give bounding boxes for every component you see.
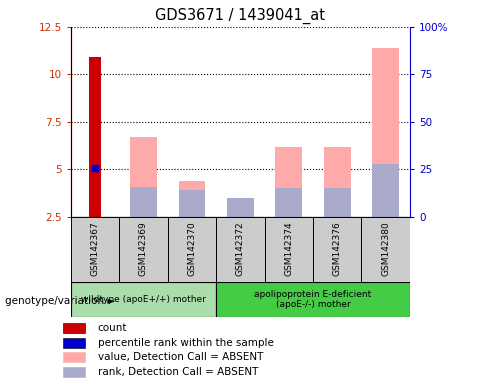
Text: GSM142369: GSM142369 bbox=[139, 222, 148, 276]
Bar bbox=[63, 338, 85, 348]
Text: rank, Detection Call = ABSENT: rank, Detection Call = ABSENT bbox=[98, 367, 258, 377]
Text: GSM142380: GSM142380 bbox=[381, 222, 390, 276]
Text: GSM142370: GSM142370 bbox=[187, 222, 196, 276]
Bar bbox=[227, 205, 254, 217]
Bar bbox=[227, 198, 254, 217]
Bar bbox=[275, 189, 302, 217]
Bar bbox=[372, 48, 399, 217]
Bar bbox=[71, 217, 119, 282]
Bar bbox=[275, 147, 302, 217]
Bar bbox=[130, 137, 157, 217]
Bar bbox=[119, 217, 168, 282]
Bar bbox=[63, 367, 85, 377]
Text: wildtype (apoE+/+) mother: wildtype (apoE+/+) mother bbox=[81, 295, 206, 304]
Bar bbox=[179, 190, 205, 217]
Bar bbox=[372, 164, 399, 217]
Title: GDS3671 / 1439041_at: GDS3671 / 1439041_at bbox=[155, 8, 325, 24]
Bar bbox=[313, 217, 362, 282]
Bar bbox=[168, 217, 216, 282]
Bar bbox=[130, 187, 157, 217]
Bar bbox=[362, 217, 410, 282]
Text: value, Detection Call = ABSENT: value, Detection Call = ABSENT bbox=[98, 353, 263, 362]
Bar bbox=[216, 282, 410, 317]
Bar bbox=[264, 217, 313, 282]
Bar bbox=[324, 189, 350, 217]
Text: GSM142376: GSM142376 bbox=[333, 222, 342, 276]
Bar bbox=[216, 217, 264, 282]
Text: GSM142374: GSM142374 bbox=[285, 222, 293, 276]
Bar bbox=[179, 181, 205, 217]
Bar bbox=[71, 282, 216, 317]
Text: count: count bbox=[98, 323, 127, 333]
Bar bbox=[63, 353, 85, 362]
Text: GSM142367: GSM142367 bbox=[90, 222, 100, 276]
Text: percentile rank within the sample: percentile rank within the sample bbox=[98, 338, 273, 348]
Bar bbox=[89, 57, 101, 217]
Text: genotype/variation ►: genotype/variation ► bbox=[5, 296, 115, 306]
Bar bbox=[63, 323, 85, 333]
Text: apolipoprotein E-deficient
(apoE-/-) mother: apolipoprotein E-deficient (apoE-/-) mot… bbox=[254, 290, 372, 309]
Bar bbox=[324, 147, 350, 217]
Text: GSM142372: GSM142372 bbox=[236, 222, 245, 276]
